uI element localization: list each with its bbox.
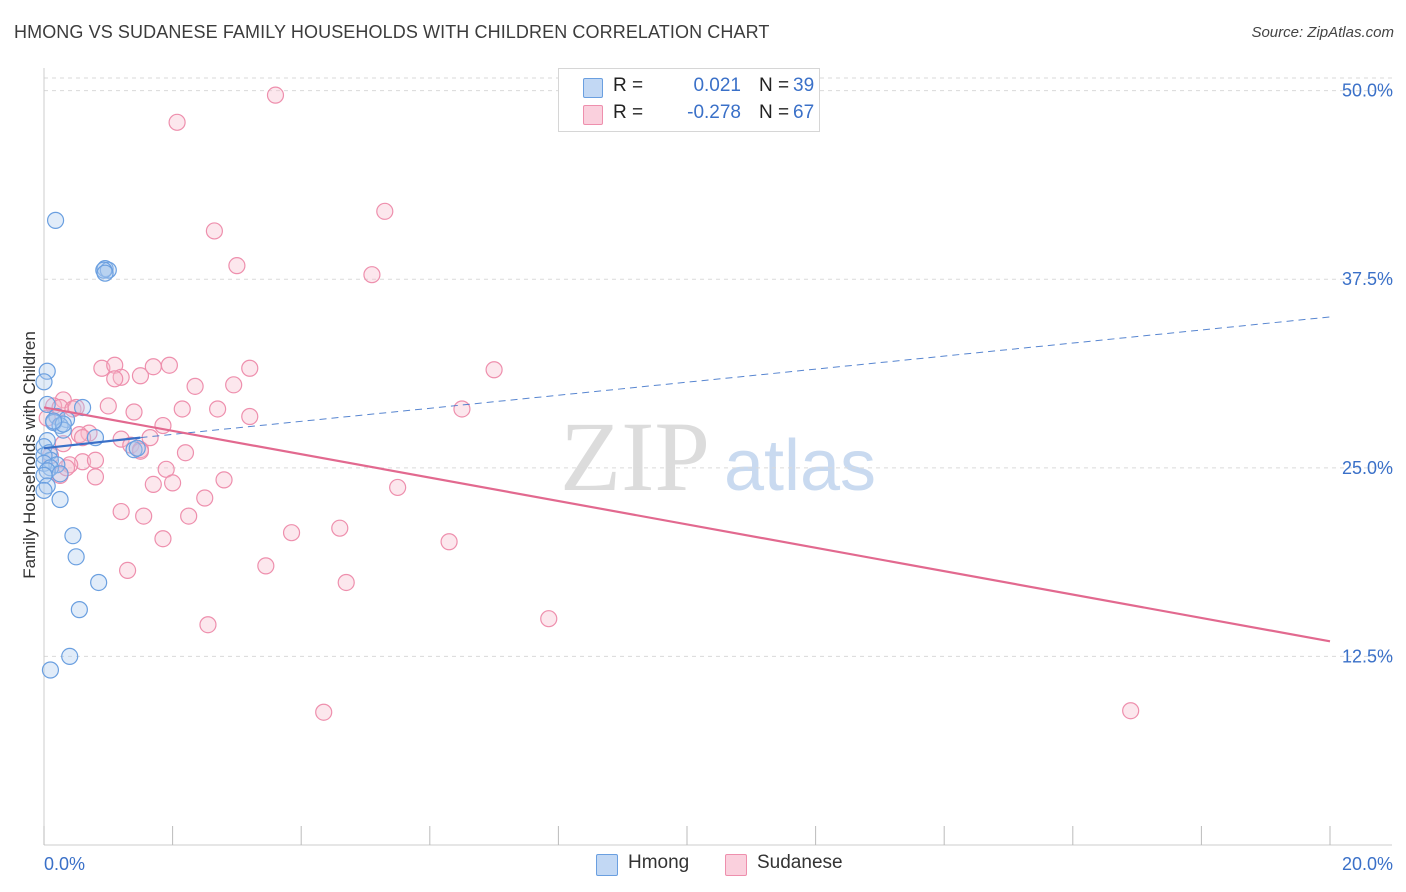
sudanese-point [131, 367, 150, 385]
r-label: R = [613, 75, 644, 96]
hmong-point [35, 373, 53, 391]
sudanese-point [154, 530, 172, 548]
hmong-point [96, 264, 114, 282]
y-tick-label: 50.0% [1342, 81, 1393, 101]
sudanese-point [67, 398, 85, 417]
sudanese-point [376, 202, 394, 220]
hmong-trendline-dashed [140, 316, 1331, 439]
n-label: N = [759, 75, 790, 96]
sudanese-point [266, 86, 285, 104]
r-value: 0.021 [693, 75, 741, 96]
hmong-trendline [43, 436, 141, 450]
hmong-point [41, 661, 60, 679]
n-value: 39 [793, 75, 815, 96]
hmong-point [35, 481, 53, 500]
n-label: N = [759, 102, 790, 123]
y-tick-label: 25.0% [1342, 458, 1393, 478]
sudanese-point [241, 359, 259, 377]
sudanese-point [106, 370, 124, 388]
sudanese-point [337, 573, 355, 592]
hmong-point [54, 415, 72, 433]
sudanese-point [93, 359, 111, 377]
sudanese-point [118, 561, 137, 580]
sudanese-point [215, 471, 233, 489]
sudanese-point [363, 266, 381, 284]
sudanese-point [196, 489, 214, 507]
sudanese-point [54, 435, 72, 453]
sudanese-point [99, 397, 117, 415]
x-tick-label: 20.0% [1342, 854, 1393, 874]
sudanese-point [331, 519, 349, 537]
sudanese-point [205, 222, 223, 240]
watermark-atlas: atlas [724, 426, 876, 506]
sudanese-point [176, 444, 195, 462]
source-label: Source: ZipAtlas.com [1251, 24, 1394, 41]
sudanese-swatch [583, 105, 603, 125]
sudanese-point [168, 113, 186, 131]
hmong-point [70, 601, 88, 619]
hmong-point [51, 465, 69, 483]
sudanese-point [282, 524, 301, 542]
hmong-swatch [583, 78, 603, 98]
r-label: R = [613, 102, 644, 123]
sudanese-point [209, 400, 227, 418]
sudanese-point [112, 502, 130, 521]
hmong-legend-label: Hmong [628, 852, 690, 873]
sudanese-point [173, 400, 191, 418]
hmong-point [38, 362, 56, 380]
sudanese-point [485, 361, 503, 379]
sudanese-point [131, 442, 150, 460]
sudanese-point [125, 403, 143, 421]
r-value: -0.278 [687, 102, 741, 123]
sudanese-point [199, 616, 217, 634]
sudanese-point [73, 453, 92, 471]
sudanese-legend-label: Sudanese [757, 852, 843, 873]
correlation-legend: R = 0.021 N = 39 R = -0.278 N = 67 [558, 68, 820, 132]
y-tick-label: 37.5% [1342, 269, 1393, 289]
x-tick-label: 0.0% [44, 854, 85, 874]
sudanese-point [86, 451, 105, 469]
hmong-point [46, 211, 65, 229]
sudanese-point [70, 426, 88, 444]
sudanese-point [160, 356, 178, 374]
sudanese-point [241, 407, 259, 426]
hmong-point [99, 261, 117, 279]
sudanese-legend-swatch [725, 854, 747, 876]
sudanese-point [144, 475, 162, 494]
sudanese-point [440, 533, 458, 551]
hmong-point [51, 490, 69, 509]
n-value: 67 [793, 102, 815, 123]
sudanese-point [257, 557, 275, 575]
sudanese-point [86, 468, 105, 486]
hmong-point [64, 527, 82, 545]
sudanese-point [453, 400, 471, 418]
sudanese-point [540, 610, 558, 628]
hmong-point [128, 439, 146, 457]
sudanese-point [225, 376, 243, 394]
sudanese-point [315, 703, 333, 721]
hmong-legend-swatch [596, 854, 618, 876]
chart-title: HMONG VS SUDANESE FAMILY HOUSEHOLDS WITH… [14, 22, 770, 42]
sudanese-point [389, 478, 407, 497]
sudanese-point [135, 507, 153, 525]
watermark-zip: ZIP [560, 401, 710, 512]
sudanese-point [180, 507, 198, 525]
hmong-point [61, 647, 79, 666]
sudanese-point [73, 429, 92, 447]
sudanese-trendline [43, 406, 1331, 643]
sudanese-point [164, 474, 182, 492]
sudanese-point [1122, 702, 1140, 720]
sudanese-point [186, 377, 204, 395]
sudanese-point [112, 368, 130, 386]
hmong-point [90, 573, 108, 592]
sudanese-point [228, 257, 246, 275]
hmong-point [67, 548, 85, 566]
y-tick-label: 12.5% [1342, 646, 1393, 666]
hmong-point [35, 466, 53, 484]
hmong-point [45, 412, 63, 430]
